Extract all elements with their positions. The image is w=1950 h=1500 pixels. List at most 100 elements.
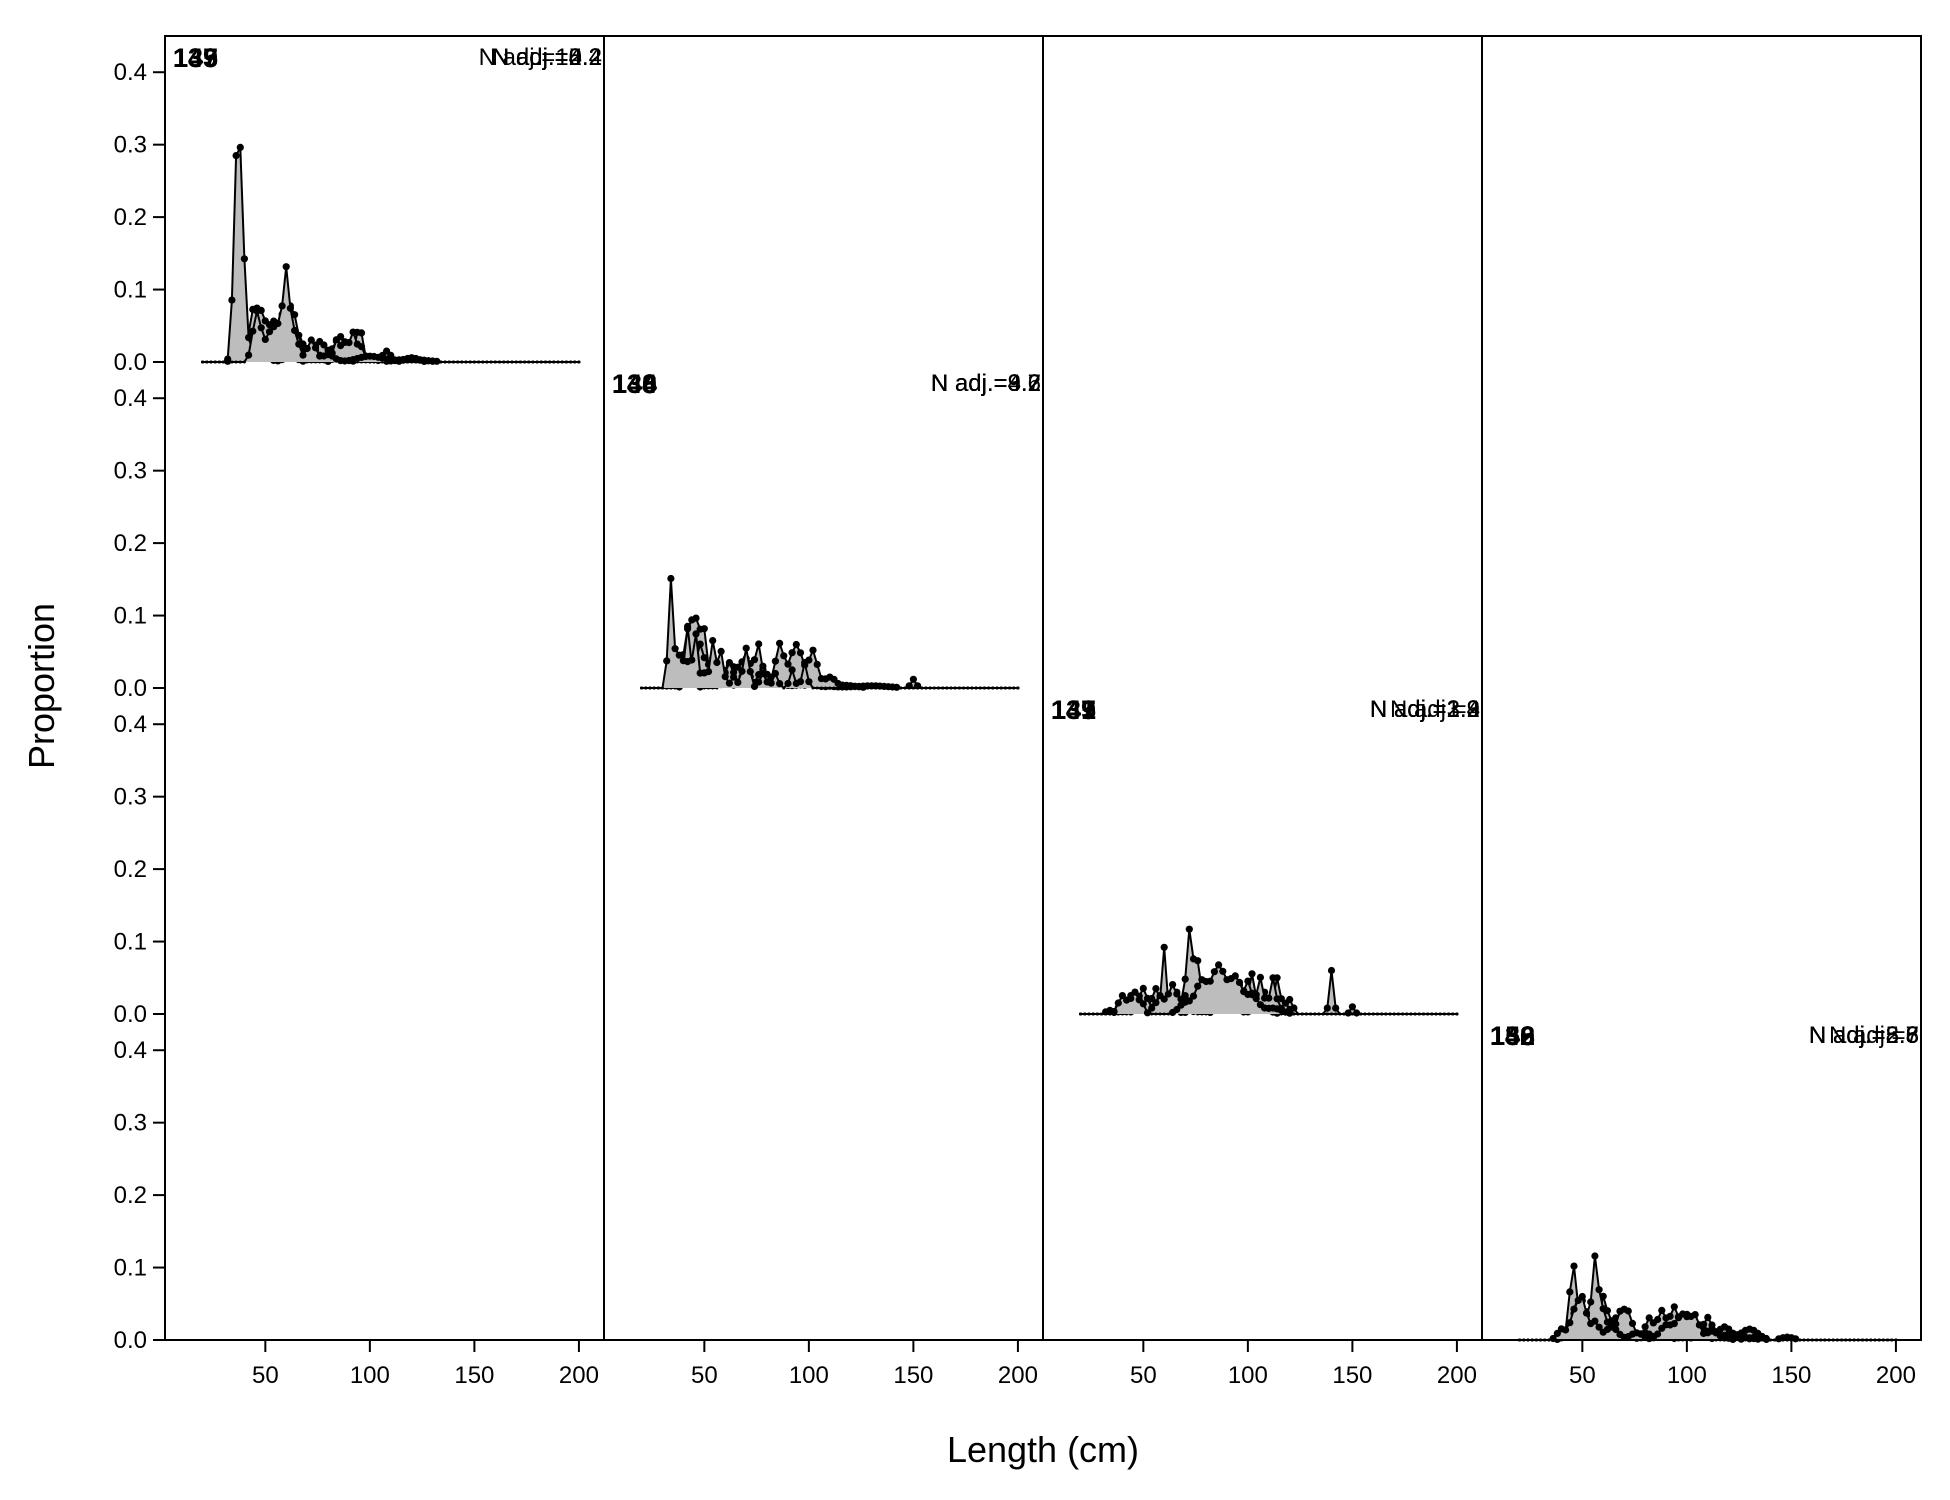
panel-140: 140 N adj.=9.2	[612, 369, 1041, 691]
data-point	[788, 666, 796, 674]
panel-137: 137 N adj.=2.2	[1051, 695, 1480, 1017]
data-point	[464, 360, 468, 364]
data-point	[456, 360, 460, 364]
data-point	[809, 646, 817, 654]
data-point	[983, 686, 986, 690]
data-point	[1355, 1012, 1359, 1016]
data-point	[784, 679, 792, 688]
data-point	[234, 360, 238, 364]
data-point	[755, 678, 763, 686]
panel-149: 149 N adj.=3	[1051, 695, 1480, 1017]
data-point	[213, 360, 217, 364]
data-point	[477, 360, 481, 364]
data-point	[535, 360, 539, 364]
data-point	[1704, 1313, 1712, 1321]
data-point	[725, 659, 734, 667]
data-point	[771, 657, 780, 665]
panel-id-label: 142	[1490, 1021, 1535, 1051]
data-point	[730, 673, 738, 681]
y-tick-label: 0.2	[114, 856, 147, 883]
panel-148: 148 N adj.=3.6	[612, 369, 1041, 691]
data-point	[1152, 985, 1160, 993]
panel-id-label: 141	[1051, 695, 1096, 725]
data-point	[771, 669, 780, 678]
data-point	[991, 686, 995, 690]
data-point	[725, 679, 734, 687]
data-point	[957, 686, 961, 690]
data-point	[238, 360, 242, 364]
data-point	[1455, 1012, 1459, 1016]
data-point	[253, 307, 261, 315]
data-point	[849, 686, 853, 690]
data-point	[527, 360, 531, 364]
data-point	[1578, 1292, 1586, 1301]
data-point	[1566, 1319, 1574, 1327]
data-point	[1430, 1012, 1434, 1016]
data-point	[1334, 1012, 1338, 1016]
data-point	[1265, 994, 1273, 1002]
data-point	[1612, 1325, 1620, 1334]
panel-id-label: 139	[173, 43, 218, 73]
data-point	[1181, 992, 1189, 1000]
data-point	[801, 659, 809, 667]
data-point	[1110, 1007, 1118, 1016]
data-point	[1206, 977, 1214, 985]
y-tick-label: 0.1	[114, 929, 147, 956]
panel-id-label: 147	[173, 43, 218, 73]
data-point	[780, 652, 788, 660]
data-point	[1152, 999, 1160, 1007]
data-point	[874, 686, 878, 690]
data-point	[1273, 995, 1281, 1003]
n-adj-label: N adj.=5.8	[1809, 1022, 1919, 1049]
data-point	[1286, 1009, 1294, 1017]
data-point	[1100, 1012, 1103, 1016]
y-tick-label: 0.3	[114, 1110, 147, 1137]
data-point	[920, 686, 924, 690]
panel-id-label: 138	[1490, 1021, 1535, 1051]
y-tick-label: 0.4	[114, 385, 147, 412]
data-point	[1114, 999, 1122, 1007]
data-point	[209, 360, 213, 364]
data-point	[1095, 1012, 1099, 1016]
data-point	[439, 360, 443, 364]
n-adj-label: N adj.=4.4	[492, 44, 602, 71]
y-tick-label: 0.0	[114, 349, 147, 376]
area-fill-149	[1080, 964, 1457, 1014]
panel-id-label: 145	[1051, 695, 1096, 725]
data-point	[978, 686, 982, 690]
n-adj-label: N adj.=3.4	[1370, 696, 1480, 723]
n-adj-label: N adj.=10.2	[479, 44, 602, 71]
data-point	[332, 336, 340, 344]
data-point	[1434, 1012, 1438, 1016]
data-point	[1380, 1012, 1384, 1016]
data-point	[1143, 1009, 1152, 1017]
data-point	[1309, 1012, 1313, 1016]
y-tick-label: 0.4	[114, 1037, 147, 1064]
data-point	[502, 360, 506, 364]
panel-142: 142 N adj.=2.7	[1490, 1021, 1919, 1343]
data-point	[1185, 997, 1193, 1005]
panel-136: 136 N adj.=4.2	[612, 369, 1041, 691]
data-point	[569, 360, 573, 364]
n-adj-label: N adj.=3	[1390, 696, 1480, 723]
panel-id-label: 149	[1051, 695, 1096, 725]
data-point	[1313, 1012, 1317, 1016]
panel-143: 143 N adj.=2.2	[173, 43, 602, 365]
data-point	[493, 360, 497, 364]
data-point	[891, 686, 894, 690]
data-point	[518, 360, 522, 364]
data-point	[671, 645, 679, 653]
data-point	[1654, 1330, 1662, 1338]
data-point	[788, 649, 796, 657]
data-point	[1338, 1012, 1342, 1016]
x-tick-label: 100	[1228, 1362, 1268, 1389]
data-point	[1401, 1012, 1405, 1016]
data-point	[274, 319, 282, 328]
data-point	[1442, 1012, 1446, 1016]
data-point	[1350, 1012, 1354, 1016]
data-point	[468, 360, 472, 364]
data-point	[1367, 1012, 1371, 1016]
data-point	[796, 649, 805, 657]
data-point	[1321, 1012, 1325, 1016]
